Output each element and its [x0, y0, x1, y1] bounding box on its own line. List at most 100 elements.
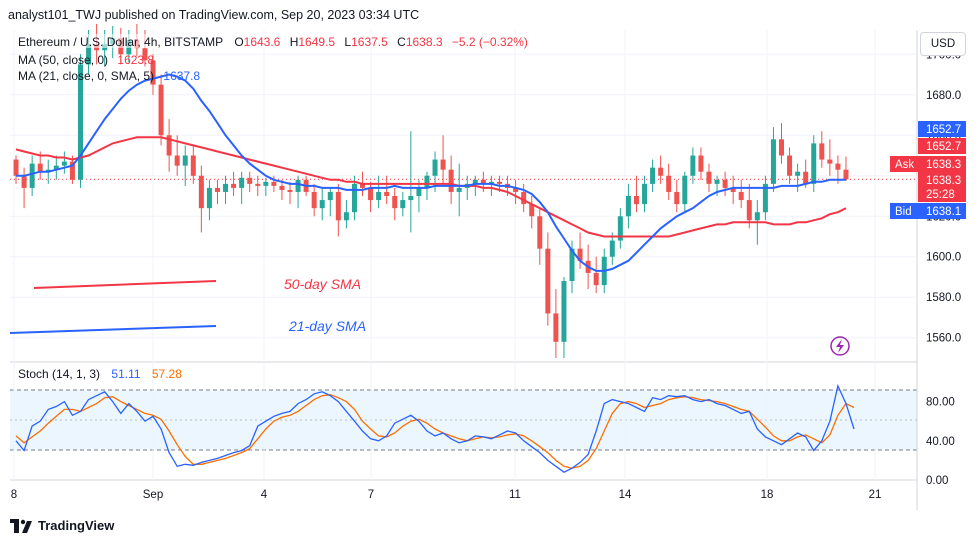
candle: [166, 119, 172, 172]
candle: [190, 145, 196, 184]
candle: [690, 147, 696, 184]
svg-text:MA (21, close, 0, SMA, 5): MA (21, close, 0, SMA, 5) 1637.8: [18, 69, 200, 83]
candle: [819, 131, 825, 168]
currency-button[interactable]: USD: [920, 32, 966, 56]
candle: [658, 155, 664, 184]
bar-timer: 25:28: [926, 189, 955, 201]
price-tick-label: 1600.0: [926, 252, 961, 264]
candle: [206, 179, 212, 221]
stoch-tick-label: 0.00: [926, 475, 948, 487]
price-tag-1: 1652.7: [926, 124, 961, 136]
price-tick-label: 1560.0: [926, 333, 961, 345]
candle: [537, 208, 543, 265]
svg-text:MA (50, close, 0) 1623.8: MA (50, close, 0) 1623.8: [18, 53, 154, 67]
candle: [593, 256, 599, 294]
ask-tag-bg: [890, 156, 918, 172]
time-tick-label: 8: [11, 489, 17, 501]
candle: [698, 147, 704, 180]
candle: [231, 171, 237, 197]
lightning-icon[interactable]: [830, 336, 850, 356]
price-tag-2-bg: [918, 138, 966, 154]
candle: [488, 175, 494, 197]
candle: [730, 175, 736, 205]
candle: [335, 183, 341, 237]
close-value: 1638.3: [406, 35, 443, 49]
candle: [811, 135, 817, 192]
time-tick-label: 11: [509, 489, 521, 501]
candle: [239, 171, 245, 205]
sma21-annotation-line: [9, 325, 217, 334]
candle: [561, 276, 567, 358]
candle: [529, 196, 535, 229]
candle: [456, 163, 462, 217]
candle: [642, 175, 648, 213]
candle: [53, 155, 59, 180]
stoch-axis[interactable]: 80.00 40.00 0.00: [926, 397, 955, 487]
candle: [440, 135, 446, 184]
candle: [247, 171, 253, 192]
candle: [448, 155, 454, 205]
candle: [746, 183, 752, 229]
time-tick-label: Sep: [143, 489, 163, 501]
ma50-legend-value: 1623.8: [117, 53, 154, 67]
price-tag-2: 1652.7: [926, 141, 961, 153]
candle: [198, 165, 204, 233]
sma50-annotation-line: [33, 280, 217, 289]
candle: [666, 163, 672, 201]
candle: [214, 179, 220, 205]
ma21-legend-label: MA (21, close, 0, SMA, 5): [18, 69, 154, 83]
bid-label: Bid: [895, 206, 912, 218]
change-value: −5.2 (−0.32%): [452, 35, 528, 49]
low-value: 1637.5: [351, 35, 388, 49]
stoch-tick-label: 40.00: [926, 436, 955, 448]
sma50-annotation: 50-day SMA: [284, 276, 361, 292]
time-tick-label: 21: [869, 489, 882, 501]
candle: [287, 181, 293, 205]
candle: [61, 151, 67, 174]
time-tick-label: 4: [261, 489, 268, 501]
candle: [351, 175, 357, 221]
candle: [311, 183, 317, 217]
bid-tag-bg: [890, 203, 918, 219]
candle: [650, 159, 656, 192]
candle: [319, 187, 325, 221]
candle: [392, 187, 398, 221]
bid-price: 1638.1: [926, 206, 961, 218]
open-value: 1643.6: [244, 35, 281, 49]
svg-text:Stoch (14, 1, 3) 51.11: Stoch (14, 1, 3) 51.11 57.28: [18, 367, 182, 381]
candle: [762, 175, 768, 221]
candle: [706, 163, 712, 192]
price-tag-3-bg: [918, 156, 966, 172]
high-value: 1649.5: [298, 35, 335, 49]
ask-price: 1638.3: [926, 159, 961, 171]
candle: [21, 167, 27, 209]
candle: [255, 175, 261, 197]
last-price-tag: 1638.3: [926, 175, 961, 187]
candle: [327, 187, 333, 217]
candle: [843, 156, 849, 181]
last-price-tag-bg: [918, 172, 966, 202]
candle: [633, 175, 639, 213]
price-tag-1-bg: [918, 121, 966, 137]
symbol-label: Ethereum / U.S. Dollar, 4h, BITSTAMP: [18, 35, 223, 49]
candle: [400, 191, 406, 217]
publish-line: analyst101_TWJ published on TradingView.…: [8, 8, 420, 22]
candle: [553, 289, 559, 358]
candle: [617, 208, 623, 249]
candle: [343, 200, 349, 229]
candle: [416, 179, 422, 213]
time-axis[interactable]: 8 Sep 4 7 11 14 18 21: [11, 489, 882, 501]
ma21-legend-value: 1637.8: [163, 69, 200, 83]
candle: [787, 147, 793, 184]
candle: [722, 171, 728, 197]
candle: [295, 175, 301, 209]
candle: [158, 74, 164, 146]
candle: [182, 145, 188, 186]
ma50-line: [15, 136, 847, 238]
candle: [609, 232, 615, 265]
candle: [13, 155, 19, 184]
candle: [738, 179, 744, 209]
sma21-annotation: 21-day SMA: [288, 318, 366, 334]
candle: [674, 179, 680, 213]
